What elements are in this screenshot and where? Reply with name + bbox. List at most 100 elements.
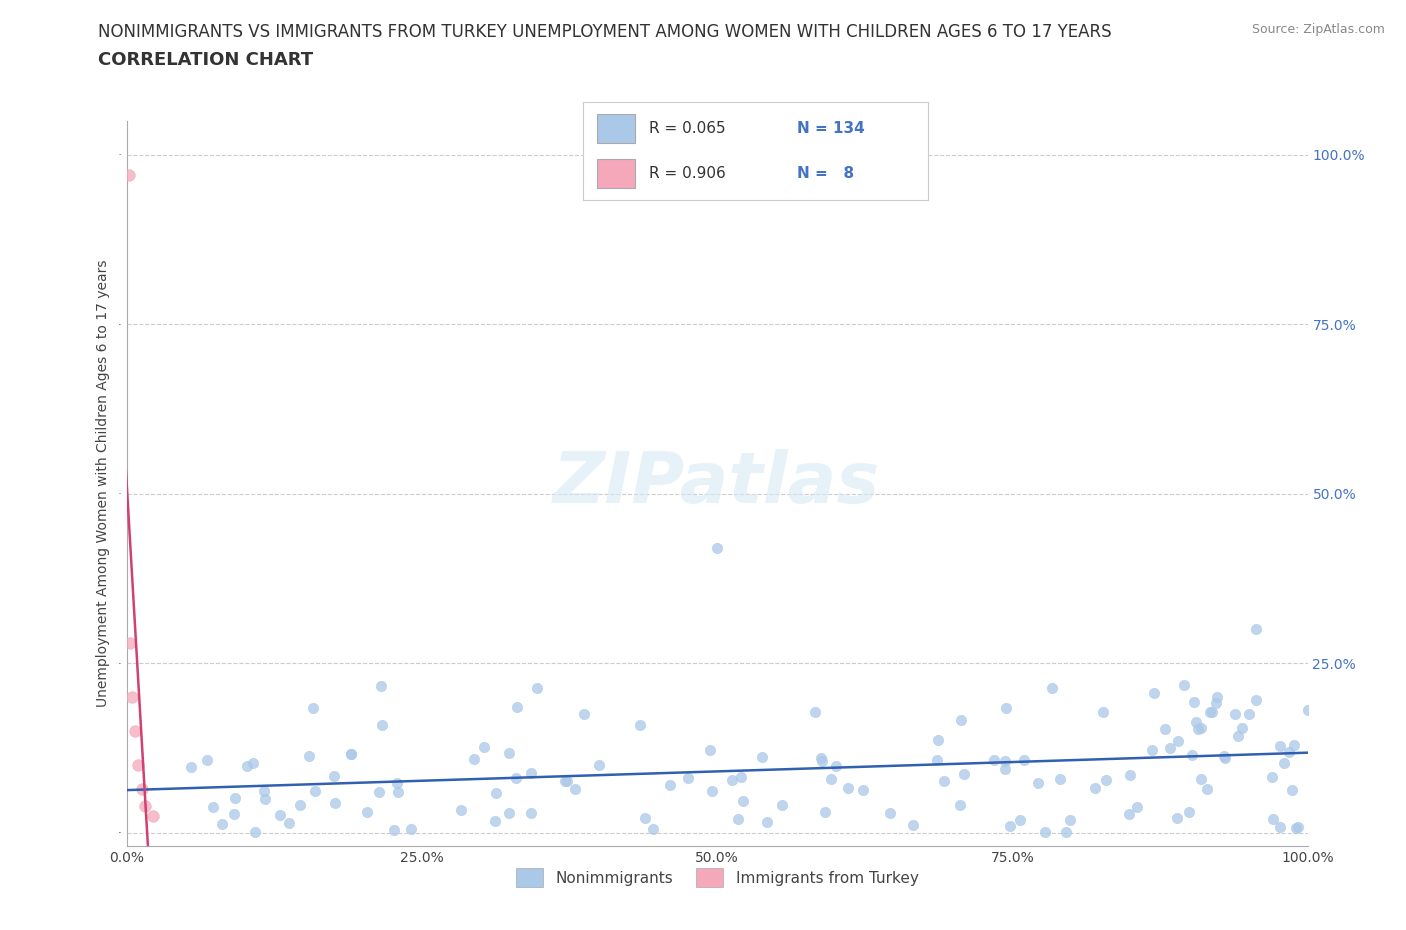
Text: R = 0.065: R = 0.065 xyxy=(650,121,725,136)
Point xyxy=(298,749,321,764)
Point xyxy=(572,707,595,722)
Point xyxy=(121,690,143,705)
Point xyxy=(1261,769,1284,784)
Point xyxy=(995,700,1018,715)
Point xyxy=(952,766,974,781)
Point xyxy=(278,816,301,830)
Bar xyxy=(598,114,636,143)
Point xyxy=(1026,776,1049,790)
Point xyxy=(1261,811,1284,826)
Point xyxy=(733,794,755,809)
Point xyxy=(290,798,312,813)
Point xyxy=(236,759,259,774)
Point xyxy=(1092,704,1115,719)
Point xyxy=(825,759,848,774)
Point xyxy=(505,771,527,786)
Point xyxy=(1140,742,1163,757)
Point xyxy=(659,777,682,792)
Point xyxy=(269,807,291,822)
Point xyxy=(120,635,142,650)
Point xyxy=(520,806,543,821)
Point xyxy=(253,784,276,799)
Point xyxy=(820,772,842,787)
Point xyxy=(1213,749,1236,764)
Point xyxy=(925,752,948,767)
Point xyxy=(304,783,326,798)
Point xyxy=(1270,820,1292,835)
Point xyxy=(983,752,1005,767)
Point xyxy=(1201,704,1223,719)
Point xyxy=(1010,812,1032,827)
Point xyxy=(1059,812,1081,827)
Point xyxy=(498,745,520,760)
Point xyxy=(401,821,423,836)
Point xyxy=(813,804,835,819)
Point xyxy=(1189,721,1212,736)
Point xyxy=(1189,772,1212,787)
Point xyxy=(730,769,752,784)
Point xyxy=(755,814,778,829)
Point xyxy=(222,806,245,821)
Point xyxy=(1159,740,1181,755)
Point xyxy=(242,755,264,770)
Point xyxy=(127,758,149,773)
Point xyxy=(879,805,901,820)
Point xyxy=(588,757,610,772)
Y-axis label: Unemployment Among Women with Children Ages 6 to 17 years: Unemployment Among Women with Children A… xyxy=(96,259,110,708)
Point xyxy=(387,784,409,799)
Point xyxy=(1205,689,1227,704)
Point xyxy=(356,804,378,819)
Point xyxy=(224,790,246,805)
Point xyxy=(1154,722,1177,737)
Point xyxy=(472,739,495,754)
Point xyxy=(1278,744,1301,759)
Text: CORRELATION CHART: CORRELATION CHART xyxy=(98,51,314,69)
Text: N = 134: N = 134 xyxy=(797,121,865,136)
Point xyxy=(450,803,472,817)
Point xyxy=(1205,696,1227,711)
Point xyxy=(382,822,405,837)
Point xyxy=(1040,680,1063,695)
Point xyxy=(301,700,323,715)
Point xyxy=(1244,622,1267,637)
Point xyxy=(141,808,163,823)
Point xyxy=(721,773,744,788)
Point xyxy=(1033,825,1056,840)
Point xyxy=(385,776,408,790)
Point xyxy=(118,167,141,182)
Point xyxy=(676,770,699,785)
Point xyxy=(340,747,363,762)
Point xyxy=(852,782,875,797)
Point xyxy=(197,752,219,767)
Point xyxy=(927,733,949,748)
Point xyxy=(1084,780,1107,795)
Point xyxy=(554,774,576,789)
Point xyxy=(134,798,156,813)
Point xyxy=(727,811,749,826)
Text: ZIPatlas: ZIPatlas xyxy=(554,449,880,518)
Text: Source: ZipAtlas.com: Source: ZipAtlas.com xyxy=(1251,23,1385,36)
Point xyxy=(810,751,832,765)
Point xyxy=(901,817,924,832)
Point xyxy=(253,791,276,806)
Bar xyxy=(598,159,636,188)
Point xyxy=(1268,739,1291,754)
Point xyxy=(243,825,266,840)
Point xyxy=(370,679,392,694)
Point xyxy=(1049,771,1071,786)
Text: R = 0.906: R = 0.906 xyxy=(650,166,725,181)
Point xyxy=(1119,767,1142,782)
Point xyxy=(770,798,793,813)
Point xyxy=(322,768,344,783)
Point xyxy=(564,782,586,797)
Point xyxy=(1143,685,1166,700)
Point xyxy=(1125,800,1147,815)
Point xyxy=(811,754,834,769)
Text: N =   8: N = 8 xyxy=(797,166,855,181)
Point xyxy=(751,749,773,764)
Point xyxy=(180,760,202,775)
Point xyxy=(340,746,363,761)
Point xyxy=(998,818,1021,833)
Point xyxy=(1286,819,1309,834)
Point xyxy=(994,753,1017,768)
